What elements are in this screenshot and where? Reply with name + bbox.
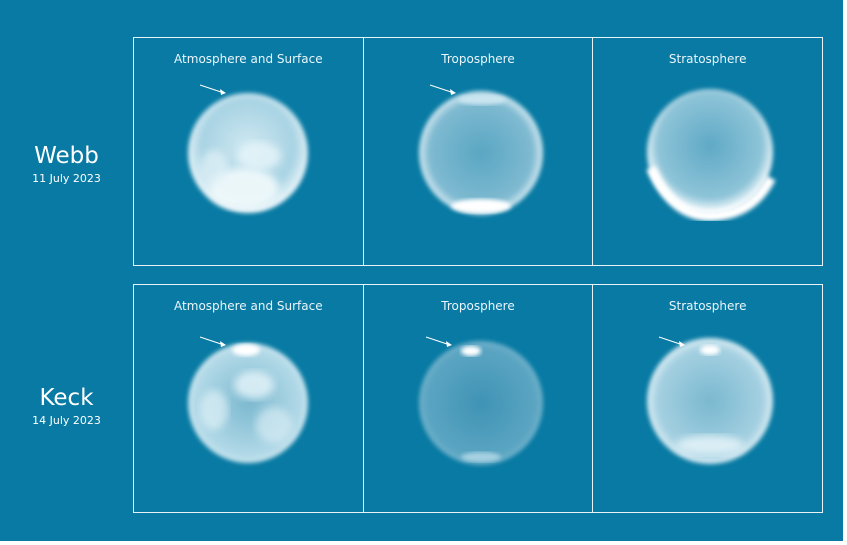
planet-troposphere-icon xyxy=(418,336,543,465)
panel-title: Troposphere xyxy=(441,52,515,66)
observation-date: 11 July 2023 xyxy=(32,172,101,185)
planet-surface-icon xyxy=(188,84,308,213)
panel-title: Atmosphere and Surface xyxy=(174,52,323,66)
panel-title: Stratosphere xyxy=(668,52,747,66)
panel-row-keck: Atmosphere and Surface Tropo xyxy=(133,284,823,513)
panel-row-webb: Atmosphere and Surface xyxy=(133,37,823,266)
panel-keck-troposphere: Troposphere xyxy=(364,285,594,512)
panel-keck-surface: Atmosphere and Surface xyxy=(134,285,364,512)
row-label-keck: Keck 14 July 2023 xyxy=(0,385,133,428)
panel-title: Stratosphere xyxy=(668,299,747,313)
planet-surface-icon xyxy=(188,336,308,463)
row-label-webb: Webb 11 July 2023 xyxy=(0,143,133,186)
observation-date: 14 July 2023 xyxy=(32,414,101,427)
telescope-name: Keck xyxy=(39,385,94,411)
planet-stratosphere-icon xyxy=(647,336,774,464)
panel-webb-stratosphere: Stratosphere xyxy=(593,38,822,265)
panel-keck-stratosphere: Stratosphere xyxy=(593,285,822,512)
telescope-name: Webb xyxy=(34,143,99,169)
panel-webb-surface: Atmosphere and Surface xyxy=(134,38,364,265)
planet-stratosphere-icon xyxy=(646,89,776,222)
panel-title: Atmosphere and Surface xyxy=(174,299,323,313)
planet-troposphere-icon xyxy=(418,84,543,215)
panel-title: Troposphere xyxy=(441,299,515,313)
panel-webb-troposphere: Troposphere xyxy=(364,38,594,265)
